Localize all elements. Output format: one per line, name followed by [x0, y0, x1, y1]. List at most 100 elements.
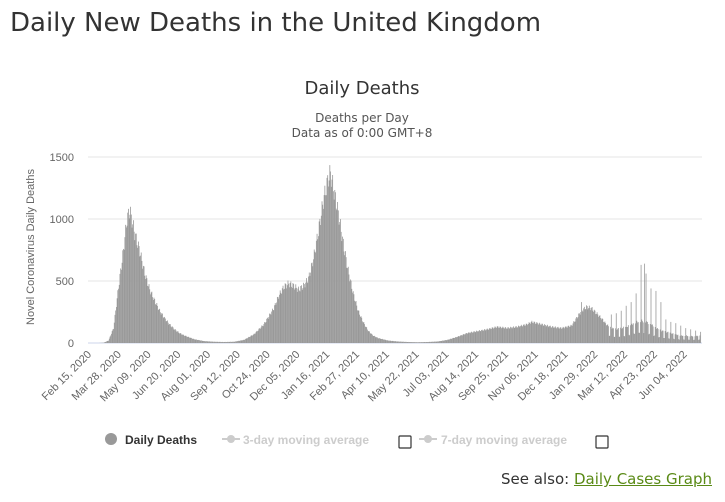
bar: [420, 342, 421, 343]
bar: [269, 313, 270, 343]
legend-7day-label[interactable]: 7-day moving average: [441, 433, 567, 447]
bar: [612, 327, 614, 343]
bar: [531, 320, 533, 343]
bar: [363, 322, 365, 343]
bar: [251, 335, 253, 343]
bar: [203, 341, 205, 343]
bar: [505, 327, 507, 343]
bar: [250, 336, 251, 343]
bar: [425, 342, 426, 343]
bar: [385, 340, 387, 343]
bar: [627, 327, 628, 343]
bar: [147, 285, 149, 343]
bar: [165, 321, 167, 343]
daily-cases-graph-link[interactable]: Daily Cases Graph: [573, 470, 712, 488]
bar: [394, 341, 396, 343]
bar: [423, 342, 424, 343]
bar: [276, 302, 278, 343]
bar: [201, 340, 203, 343]
bar: [293, 289, 295, 343]
bar: [564, 328, 565, 343]
bar: [669, 332, 671, 343]
bar: [224, 341, 226, 343]
bar: [150, 294, 151, 343]
bar: [282, 285, 284, 343]
bar: [471, 332, 473, 343]
bar: [401, 341, 403, 343]
bar: [186, 336, 188, 343]
legend-3day-label[interactable]: 3-day moving average: [243, 433, 369, 447]
bar: [236, 341, 238, 343]
bar: [636, 320, 638, 343]
bar: [156, 302, 158, 343]
bar: [444, 340, 446, 343]
bar: [408, 341, 409, 343]
bar: [308, 276, 309, 343]
bar: [410, 342, 412, 343]
bar: [405, 341, 407, 343]
bar: [613, 336, 615, 343]
bar: [291, 286, 292, 343]
bar: [652, 324, 653, 343]
bar: [191, 338, 192, 343]
bar: [350, 280, 352, 343]
bar: [340, 219, 341, 343]
bar: [516, 327, 518, 343]
see-also: See also: Daily Cases Graph: [501, 470, 712, 488]
bar: [441, 340, 443, 343]
legend-daily-deaths-label[interactable]: Daily Deaths: [125, 433, 197, 447]
bar: [321, 201, 323, 343]
bar: [398, 341, 400, 343]
bar: [469, 333, 471, 343]
bar: [310, 263, 312, 343]
bar: [684, 336, 686, 343]
bar: [488, 328, 490, 343]
bar: [330, 186, 332, 343]
bar: [548, 327, 550, 343]
bar: [157, 310, 159, 343]
bar: [243, 339, 245, 343]
bar: [496, 326, 498, 343]
bar: [167, 320, 168, 343]
bar: [662, 330, 664, 343]
bar: [605, 325, 607, 343]
bar: [283, 289, 285, 343]
bar: [580, 312, 582, 343]
bar: [214, 341, 216, 343]
chart-subtitle-line: Data as of 0:00 GMT+8: [292, 126, 433, 140]
bar: [339, 222, 341, 343]
bar: [157, 305, 158, 343]
bar: [313, 259, 314, 343]
legend-7day-checkbox[interactable]: [595, 435, 609, 449]
bar: [229, 341, 231, 343]
bar: [387, 340, 389, 343]
bar: [581, 302, 582, 343]
bar: [676, 334, 677, 343]
bar: [189, 337, 191, 343]
bar: [539, 324, 541, 343]
bar: [307, 283, 309, 343]
bar: [250, 335, 252, 343]
bar: [487, 329, 489, 343]
bar: [449, 339, 451, 343]
bar: [141, 260, 143, 343]
bar: [338, 224, 340, 343]
bar: [556, 328, 558, 343]
bar: [483, 329, 485, 343]
bar: [197, 340, 199, 343]
bar: [678, 339, 680, 343]
legend-3day-checkbox[interactable]: [398, 435, 412, 449]
bar: [541, 323, 543, 343]
bar: [437, 341, 438, 343]
bar: [344, 255, 346, 343]
bar: [638, 332, 640, 343]
bar: [335, 208, 337, 343]
bar: [358, 310, 360, 343]
bar: [415, 342, 417, 343]
bar: [527, 323, 529, 343]
bar: [610, 314, 612, 343]
bar: [159, 312, 161, 343]
bar: [564, 327, 566, 343]
bar: [181, 334, 183, 343]
bar: [466, 333, 468, 343]
